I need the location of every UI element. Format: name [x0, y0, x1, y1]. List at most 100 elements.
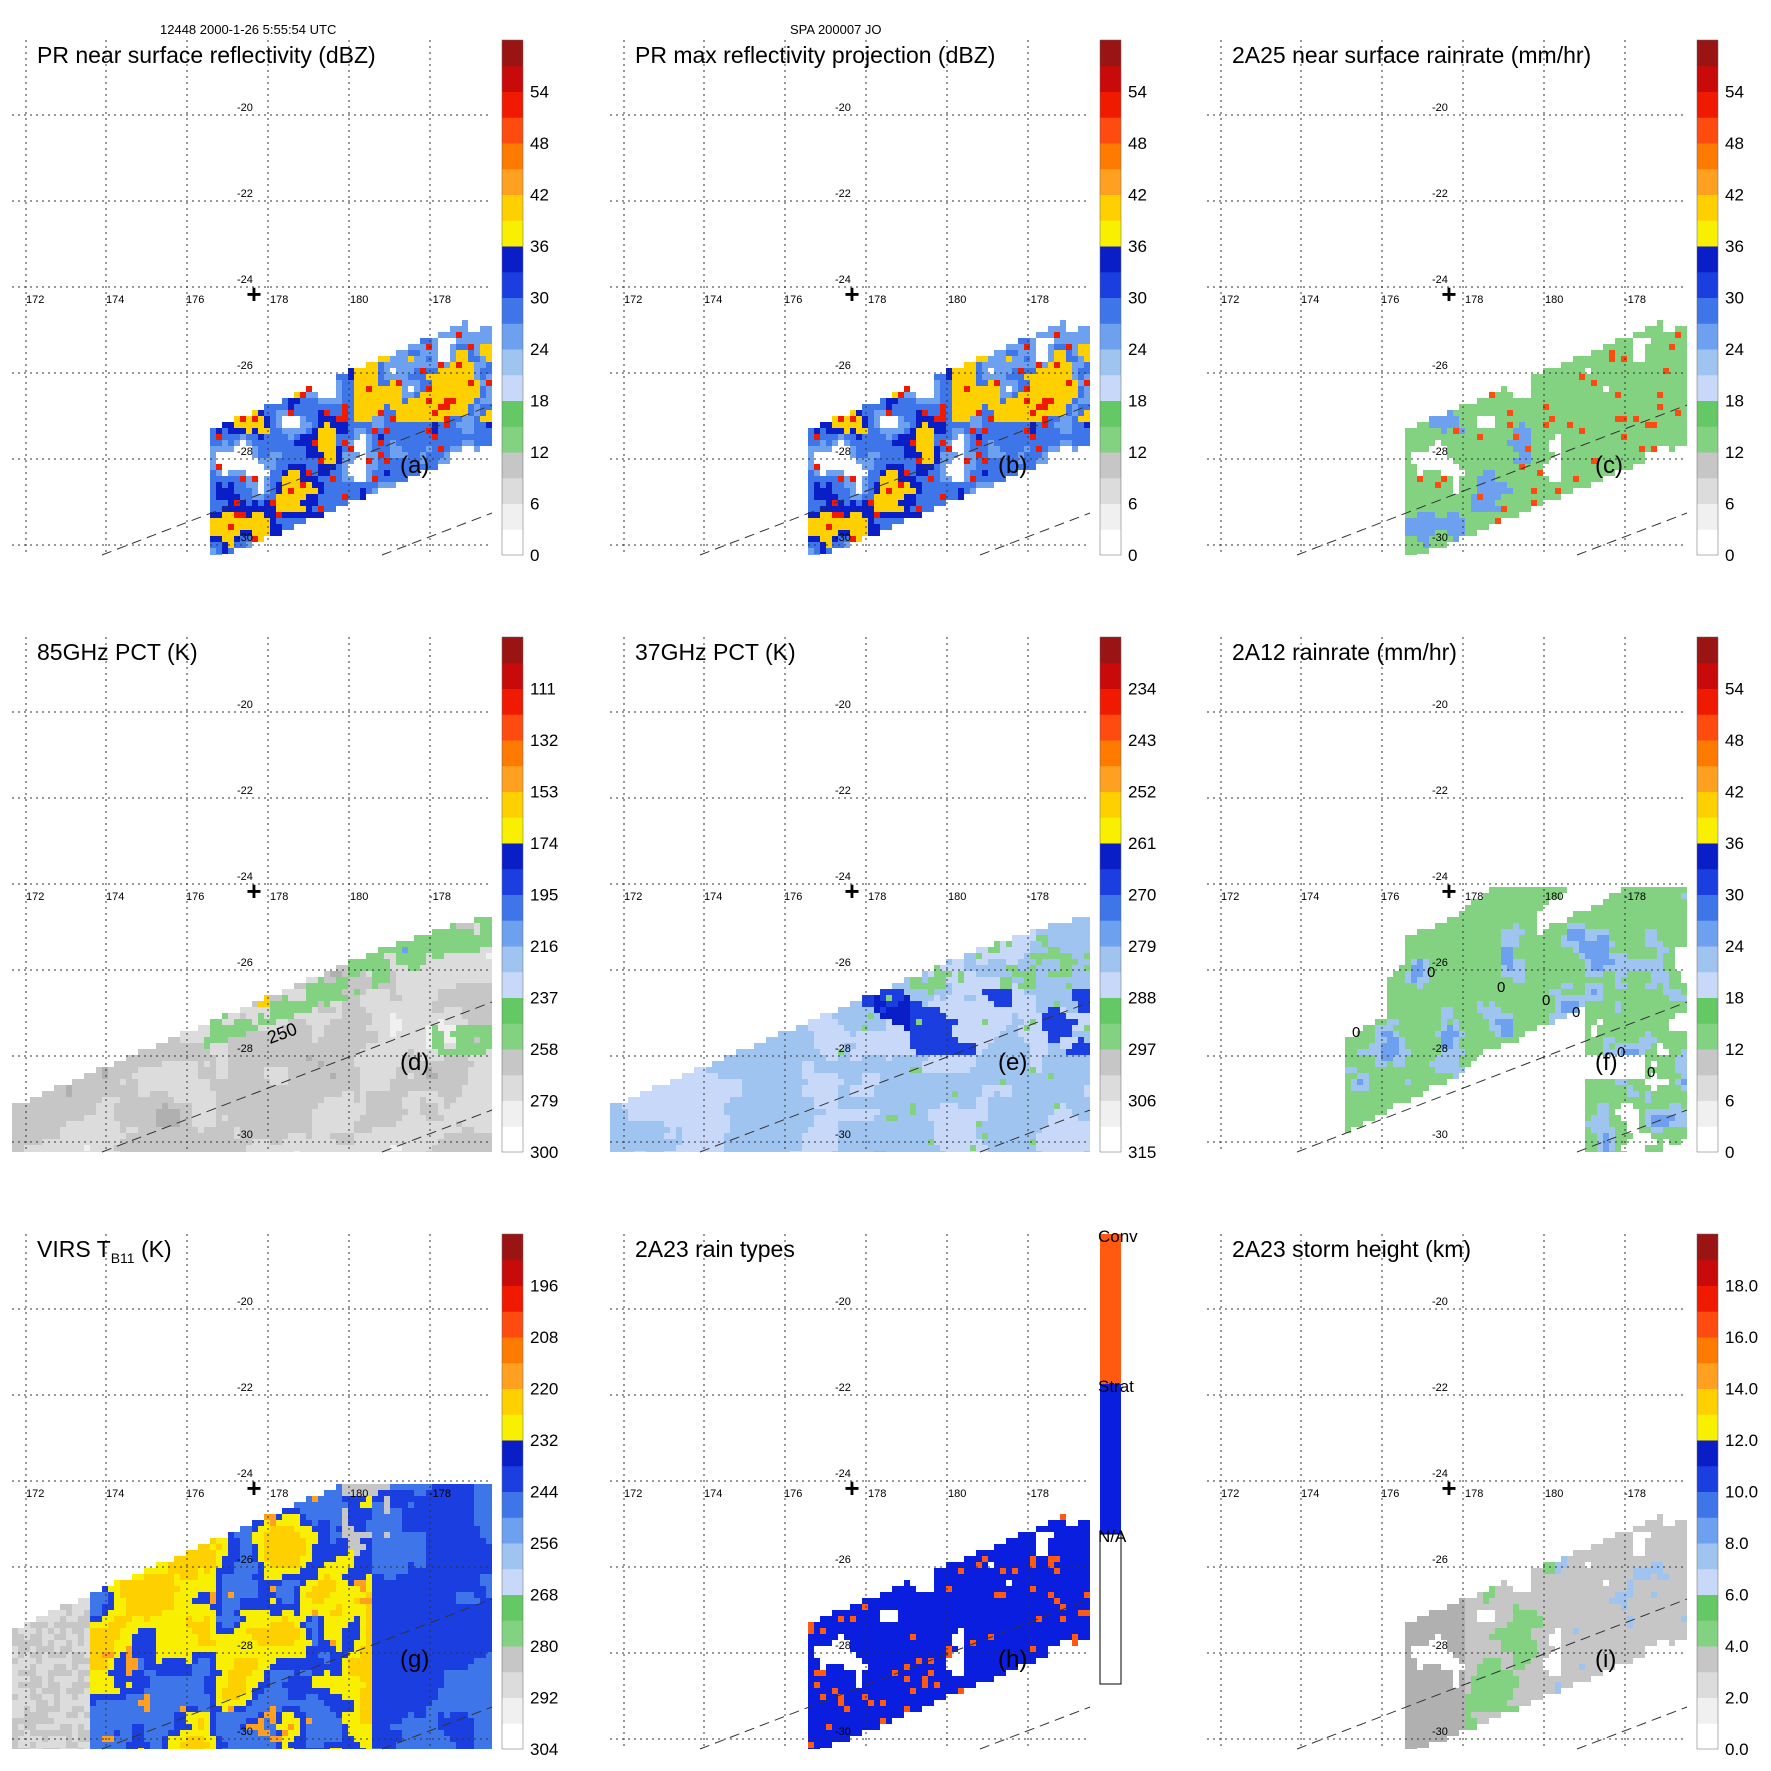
lon-label: 176 [784, 1488, 802, 1500]
colorbar-swatch [1100, 1049, 1121, 1076]
colorbar-swatch [1697, 946, 1718, 973]
colorbar-swatch [1100, 194, 1121, 221]
colorbar-swatch [1697, 194, 1718, 221]
lon-label: -178 [429, 294, 451, 306]
lat-label: -22 [835, 188, 851, 200]
lat-label: -26 [1432, 1554, 1448, 1566]
colorbar-swatch [1100, 297, 1121, 324]
colorbar-tick: 18 [1128, 392, 1147, 411]
colorbar-label: N/A [1098, 1527, 1127, 1546]
storm-center-marker: + [1441, 279, 1456, 309]
colorbar-tick: 42 [530, 186, 549, 205]
colorbar-swatch [1697, 997, 1718, 1024]
map-grid [610, 40, 1090, 555]
panel-b: 172 174 176 178 180 -178-20-22-24-26-28-30+PR… [610, 39, 1147, 565]
colorbar-swatch [1100, 477, 1121, 504]
colorbar-swatch [1697, 374, 1718, 401]
colorbar-swatch [502, 1620, 523, 1647]
colorbar-tick: 6 [1128, 495, 1137, 514]
colorbar-swatch [502, 997, 523, 1024]
map-grid [12, 40, 492, 555]
colorbar-tick: 36 [1128, 237, 1147, 256]
colorbar-tick: 153 [530, 783, 558, 802]
colorbar-swatch [1697, 40, 1718, 67]
colorbar-swatch [1697, 688, 1718, 715]
panel-i: 172 174 176 178 180 -178 -20 -22 -24 -26 -28 -30 +2A… [1207, 1233, 1758, 1759]
swath-edges [1296, 404, 1688, 556]
panel-g: 172 174 176 178 180 -178 -20 -22 -24 -26 -28 -30 + VI… [12, 1233, 558, 1759]
colorbar-swatch [1697, 920, 1718, 947]
lon-label: -178 [1624, 891, 1646, 903]
colorbar-tick: 54 [1725, 680, 1744, 699]
lat-label: -22 [237, 785, 253, 797]
colorbar-tick: 48 [530, 134, 549, 153]
colorbar-tick: 18 [1725, 392, 1744, 411]
panel-letter: (d) [400, 1049, 429, 1076]
lat-label: -22 [835, 1382, 851, 1394]
colorbar-swatch [1100, 894, 1121, 921]
map-grid [1207, 1234, 1687, 1749]
colorbar-swatch [502, 1671, 523, 1698]
colorbar-swatch [1100, 168, 1121, 195]
colorbar: 0 6 12 18 24 30 36 42 48 54 [1696, 636, 1744, 1162]
colorbar-tick: 270 [1128, 886, 1156, 905]
colorbar-swatch [1697, 894, 1718, 921]
colorbar-swatch [1100, 271, 1121, 298]
colorbar-tick: 14.0 [1725, 1380, 1758, 1399]
colorbar-tick: 6.0 [1725, 1586, 1749, 1605]
colorbar-swatch [1100, 946, 1121, 973]
colorbar-tick: 0.0 [1725, 1740, 1749, 1759]
colorbar-swatch [1697, 1100, 1718, 1127]
colorbar-swatch [502, 168, 523, 195]
colorbar-swatch [1100, 688, 1121, 715]
lat-label: -20 [1432, 102, 1448, 114]
colorbar-swatch [1100, 1384, 1121, 1534]
colorbar-label: Strat [1098, 1377, 1134, 1396]
colorbar-swatch [1697, 662, 1718, 689]
colorbar-tick: 18 [530, 392, 549, 411]
colorbar-swatch [1697, 714, 1718, 741]
lon-label: 174 [704, 1488, 722, 1500]
data-field [610, 917, 1090, 1152]
lat-label: -26 [835, 1554, 851, 1566]
colorbar: 315 306 297 288 279 270 261 252 243 234 [1099, 636, 1156, 1162]
panel-title: 2A23 storm height (km) [1232, 1236, 1471, 1262]
lon-label: 174 [106, 891, 124, 903]
colorbar-swatch [1100, 143, 1121, 170]
colorbar-swatch [502, 452, 523, 479]
map-grid [1207, 637, 1687, 1152]
lat-label: -20 [835, 102, 851, 114]
lon-label: 180 [1545, 891, 1563, 903]
colorbar-swatch [1697, 426, 1718, 453]
colorbar-tick: 6 [530, 495, 539, 514]
lon-label: 180 [1545, 1488, 1563, 1500]
contour-label: 0 [1572, 1004, 1580, 1021]
colorbar-swatch [1697, 529, 1718, 556]
colorbar-swatch [1697, 477, 1718, 504]
colorbar-tick: 24 [1725, 340, 1744, 359]
colorbar-swatch [502, 400, 523, 427]
data-field [210, 320, 492, 555]
colorbar: 300 279 258 237 216 195 174 153 132 111 [501, 636, 558, 1162]
lat-label: -26 [237, 957, 253, 969]
colorbar: 304 292 280 268 256 244 232 220 208 196 [501, 1233, 558, 1759]
colorbar-tick: 268 [530, 1586, 558, 1605]
swath-edges [699, 1001, 1091, 1153]
lat-label: -20 [237, 1296, 253, 1308]
colorbar-swatch [502, 1414, 523, 1441]
lon-label: 174 [1301, 1488, 1319, 1500]
colorbar-swatch [1697, 817, 1718, 844]
colorbar-tick: 132 [530, 731, 558, 750]
lat-label: -20 [1432, 1296, 1448, 1308]
lon-label: 176 [784, 294, 802, 306]
colorbar-swatch [1100, 374, 1121, 401]
colorbar-swatch [502, 65, 523, 92]
colorbar-swatch [502, 1234, 523, 1261]
panel-title: PR near surface reflectivity (dBZ) [37, 42, 376, 68]
colorbar-swatch [502, 1543, 523, 1570]
colorbar-swatch [502, 297, 523, 324]
panel-letter: (a) [400, 452, 429, 479]
colorbar-swatch [1697, 1311, 1718, 1338]
colorbar-tick: 6 [1725, 495, 1734, 514]
lat-label: -22 [1432, 188, 1448, 200]
